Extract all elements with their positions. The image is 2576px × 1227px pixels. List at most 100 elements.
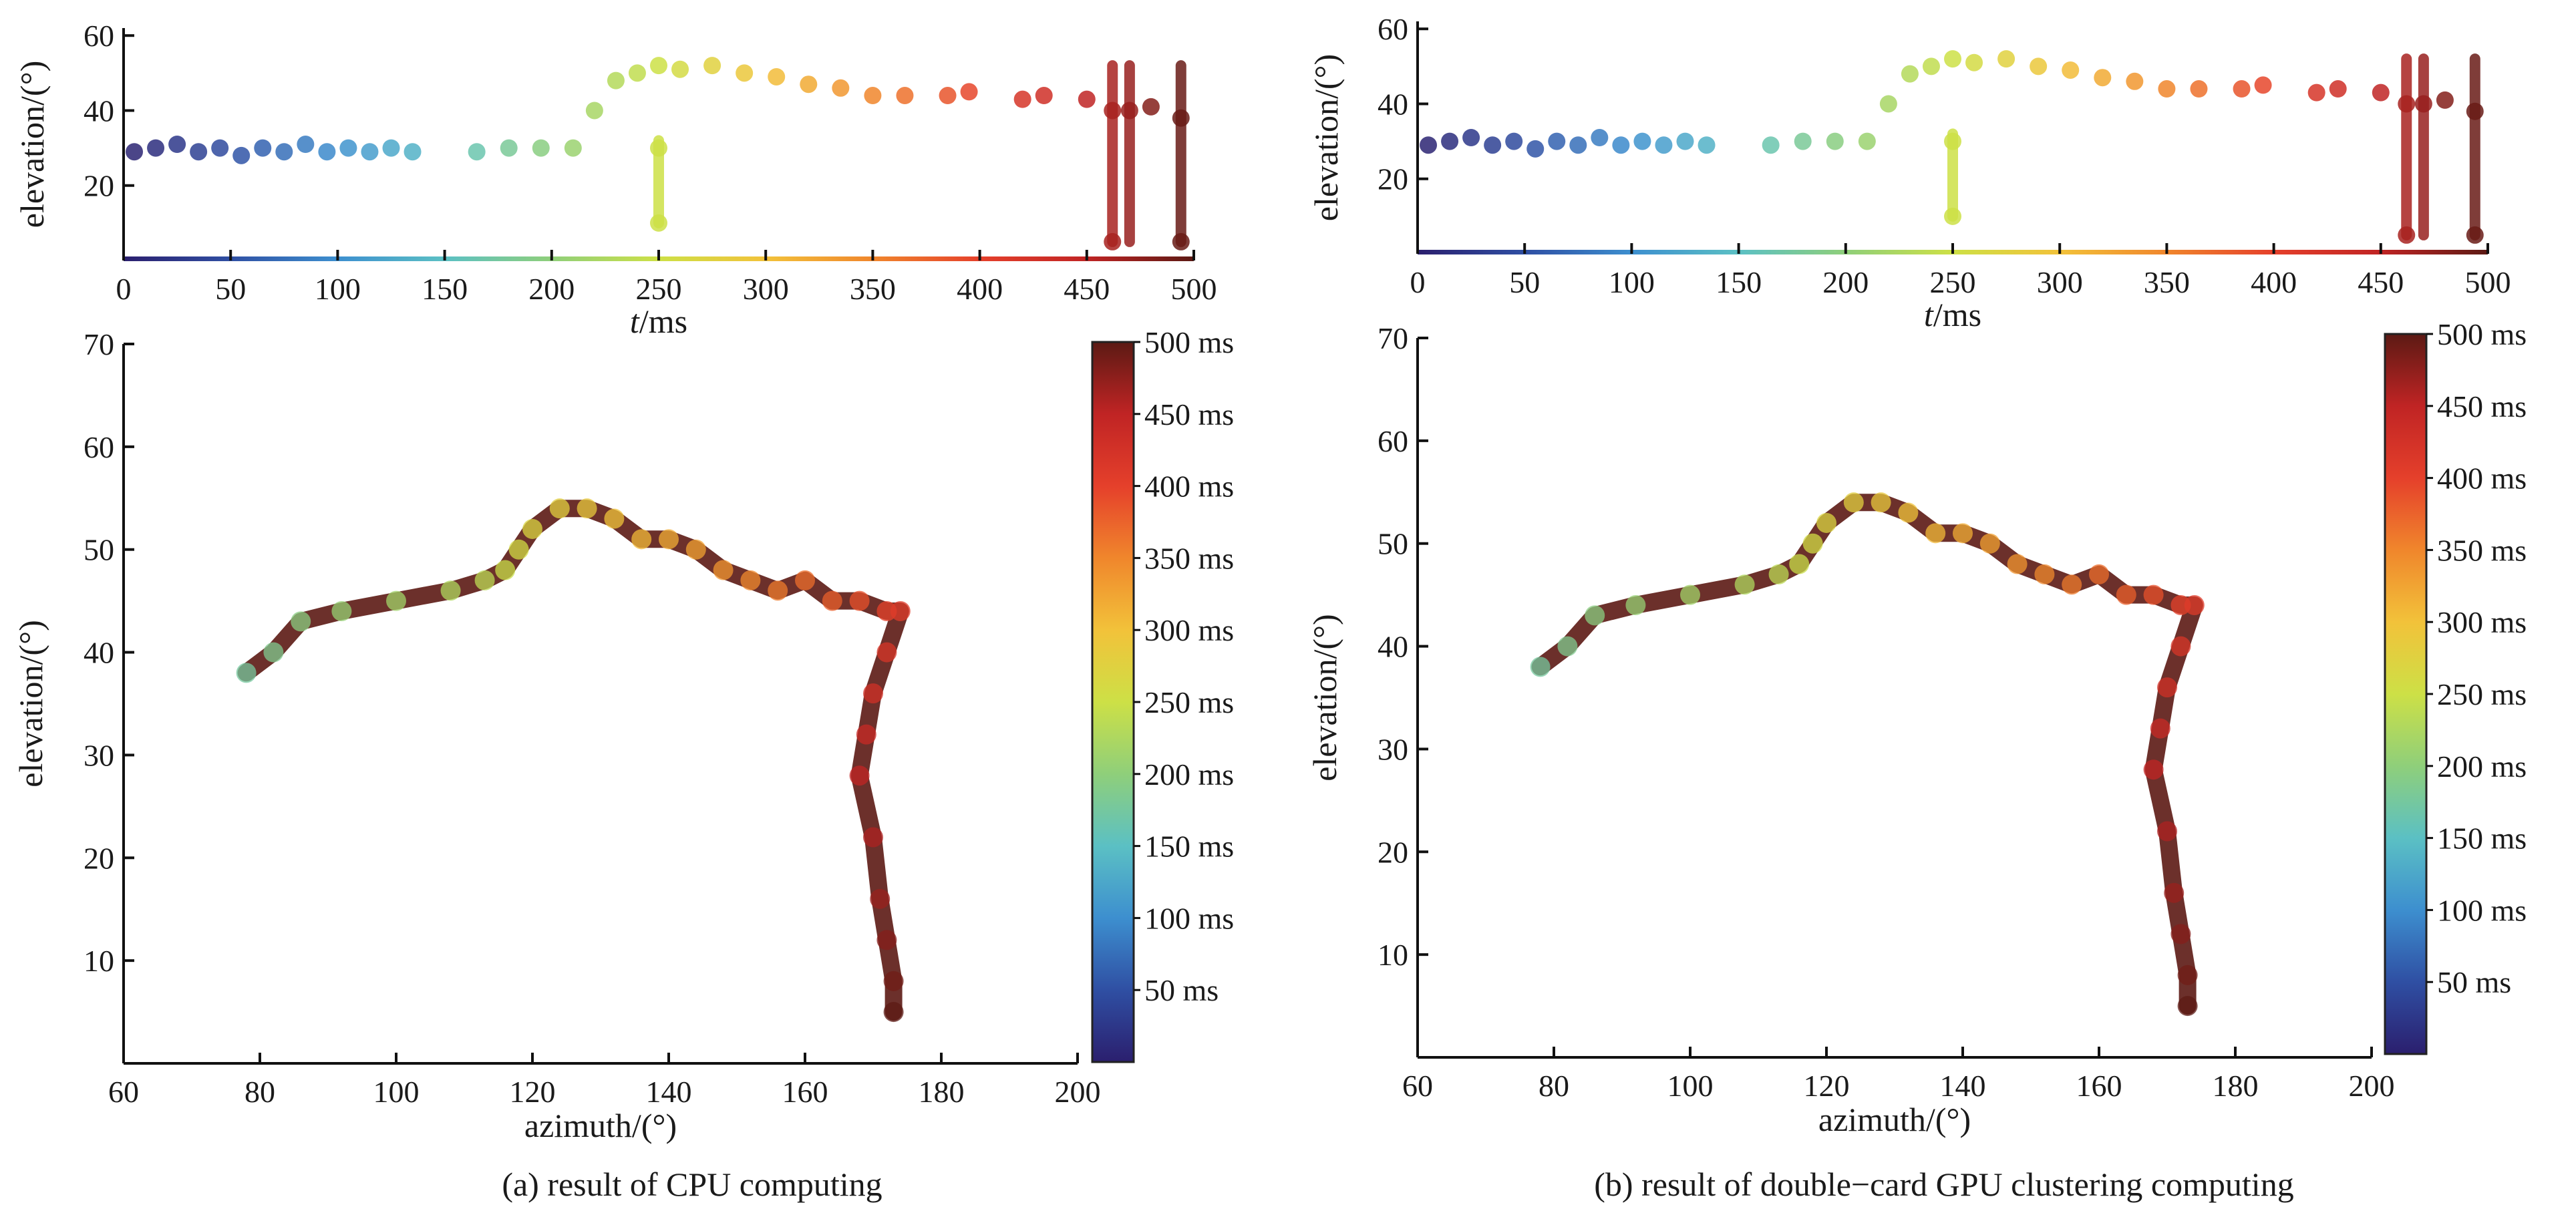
y-axis-title: elevation/(°) xyxy=(1306,614,1343,781)
colorbar-tick-label: 200 ms xyxy=(1144,757,1234,792)
data-point xyxy=(2372,83,2390,102)
data-point xyxy=(856,724,876,745)
x-tick-label: 150 xyxy=(422,272,468,306)
data-point xyxy=(1768,564,1789,584)
data-point xyxy=(1612,136,1630,154)
x-tick-label: 450 xyxy=(1064,272,1110,306)
data-point xyxy=(1078,90,1096,108)
data-point xyxy=(960,83,978,101)
data-point xyxy=(1979,533,2000,554)
y-tick-label: 70 xyxy=(84,327,114,361)
colorbar-tick-label: 500 ms xyxy=(1144,325,1234,359)
data-point xyxy=(2062,61,2080,79)
data-point xyxy=(2094,69,2112,87)
y-tick-label: 60 xyxy=(84,19,114,53)
data-point xyxy=(1013,90,1031,108)
data-point xyxy=(768,580,788,601)
data-point xyxy=(1843,492,1864,513)
x-tick-label: 50 xyxy=(1509,265,1540,299)
data-point xyxy=(1816,512,1836,533)
y-tick-label: 40 xyxy=(84,94,114,128)
data-point xyxy=(650,57,667,75)
data-point xyxy=(1922,57,1940,75)
y-tick-label: 30 xyxy=(1378,732,1408,766)
data-point xyxy=(736,64,754,82)
data-point xyxy=(147,139,165,157)
data-point xyxy=(1441,132,1459,150)
data-point xyxy=(318,143,336,161)
data-point xyxy=(883,971,904,991)
data-point xyxy=(1420,136,1438,154)
y-tick-label: 20 xyxy=(84,841,114,875)
data-point xyxy=(1526,140,1545,158)
data-point xyxy=(232,146,251,164)
data-point xyxy=(896,87,914,105)
data-point xyxy=(849,765,870,786)
x-tick-label: 120 xyxy=(510,1075,556,1109)
x-tick-label: 160 xyxy=(782,1075,828,1109)
x-tick-label: 400 xyxy=(2251,265,2297,299)
colorbar xyxy=(1091,341,1135,1063)
colorbar-tick-label: 150 ms xyxy=(2437,822,2527,856)
data-point xyxy=(2436,91,2454,109)
data-point xyxy=(671,60,689,78)
data-point xyxy=(2143,584,2164,605)
x-tick-label: 100 xyxy=(315,272,361,306)
colorbar-tick-label: 450 ms xyxy=(1144,397,1234,431)
data-point xyxy=(1680,584,1700,605)
colorbar-tick-label: 350 ms xyxy=(1144,541,1234,575)
data-point xyxy=(1879,95,1897,113)
data-point xyxy=(2030,57,2048,75)
data-point xyxy=(2143,759,2164,780)
data-point xyxy=(870,888,891,909)
data-point xyxy=(1655,136,1673,154)
x-tick-label: 350 xyxy=(2144,265,2190,299)
data-point xyxy=(939,87,957,105)
y-tick-label: 60 xyxy=(1378,12,1408,46)
data-point xyxy=(890,601,911,622)
data-point xyxy=(2329,80,2347,98)
data-point xyxy=(126,143,144,161)
data-point xyxy=(2254,76,2272,94)
data-point xyxy=(876,642,897,663)
colorbar-tick-label: 350 ms xyxy=(2437,533,2527,567)
data-point xyxy=(1802,533,1823,554)
data-point xyxy=(564,139,582,157)
x-tick-label: 500 xyxy=(1171,272,1217,306)
data-point xyxy=(2062,574,2082,595)
data-point xyxy=(275,143,293,161)
y-tick-label: 60 xyxy=(84,430,114,464)
y-tick-label: 40 xyxy=(84,636,114,670)
x-tick-label: 500 xyxy=(2465,265,2511,299)
data-point xyxy=(1953,523,1973,544)
data-point xyxy=(1505,132,1523,150)
data-point xyxy=(2158,80,2176,98)
data-point xyxy=(822,590,842,611)
caption-a: (a) result of CPU computing xyxy=(502,1166,882,1203)
data-point xyxy=(2170,636,2191,657)
data-point xyxy=(386,590,406,611)
data-point xyxy=(863,683,883,704)
data-point xyxy=(500,139,518,157)
x-tick-label: 120 xyxy=(1804,1069,1850,1103)
data-point xyxy=(508,539,529,560)
x-tick-label: 0 xyxy=(116,272,132,306)
data-point xyxy=(1762,136,1780,154)
x-tick-label: 150 xyxy=(1716,265,1762,299)
x-tick-label: 60 xyxy=(108,1075,139,1109)
y-tick-label: 40 xyxy=(1378,630,1408,664)
data-point xyxy=(585,102,603,120)
y-tick-label: 40 xyxy=(1378,87,1408,121)
data-point xyxy=(659,529,679,550)
colorbar-tick-label: 50 ms xyxy=(1144,973,1219,1007)
x-tick-label: 300 xyxy=(2037,265,2083,299)
x-tick-label: 80 xyxy=(1539,1069,1569,1103)
x-tick-label: 80 xyxy=(245,1075,275,1109)
data-point xyxy=(236,663,257,683)
data-point xyxy=(1633,132,1651,150)
data-point xyxy=(168,136,186,153)
data-point xyxy=(2177,996,2198,1017)
data-point xyxy=(440,580,461,601)
data-point xyxy=(361,143,379,161)
